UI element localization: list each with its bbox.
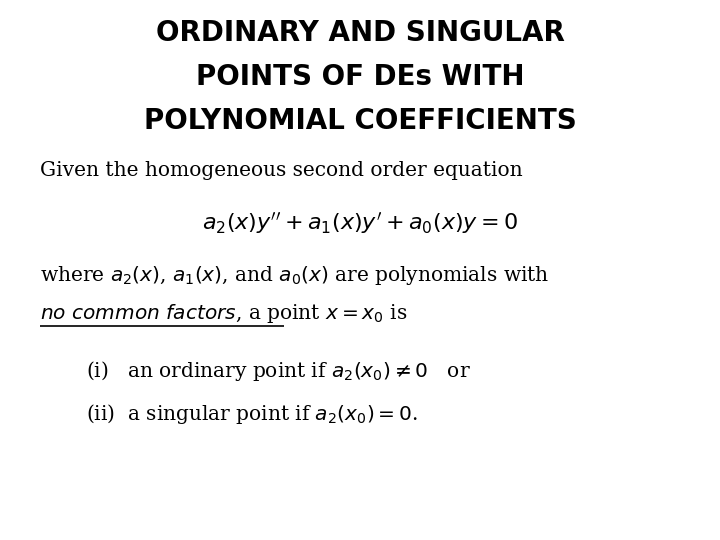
Text: $\mathit{no\ common\ factors}$, a point $x = x_0$ is: $\mathit{no\ common\ factors}$, a point …	[40, 302, 407, 325]
Text: (ii)  a singular point if $a_2(x_0) = 0$.: (ii) a singular point if $a_2(x_0) = 0$.	[86, 402, 418, 426]
Text: where $a_2(x)$, $a_1(x)$, and $a_0(x)$ are polynomials with: where $a_2(x)$, $a_1(x)$, and $a_0(x)$ a…	[40, 264, 549, 287]
Text: $a_2(x)y'' + a_1(x)y' + a_0(x)y = 0$: $a_2(x)y'' + a_1(x)y' + a_0(x)y = 0$	[202, 210, 518, 235]
Text: Given the homogeneous second order equation: Given the homogeneous second order equat…	[40, 161, 522, 180]
Text: ORDINARY AND SINGULAR: ORDINARY AND SINGULAR	[156, 19, 564, 47]
Text: (i)   an ordinary point if $a_2(x_0) \neq 0$   or: (i) an ordinary point if $a_2(x_0) \neq …	[86, 359, 471, 382]
Text: POINTS OF DEs WITH: POINTS OF DEs WITH	[196, 63, 524, 91]
Text: POLYNOMIAL COEFFICIENTS: POLYNOMIAL COEFFICIENTS	[143, 107, 577, 136]
